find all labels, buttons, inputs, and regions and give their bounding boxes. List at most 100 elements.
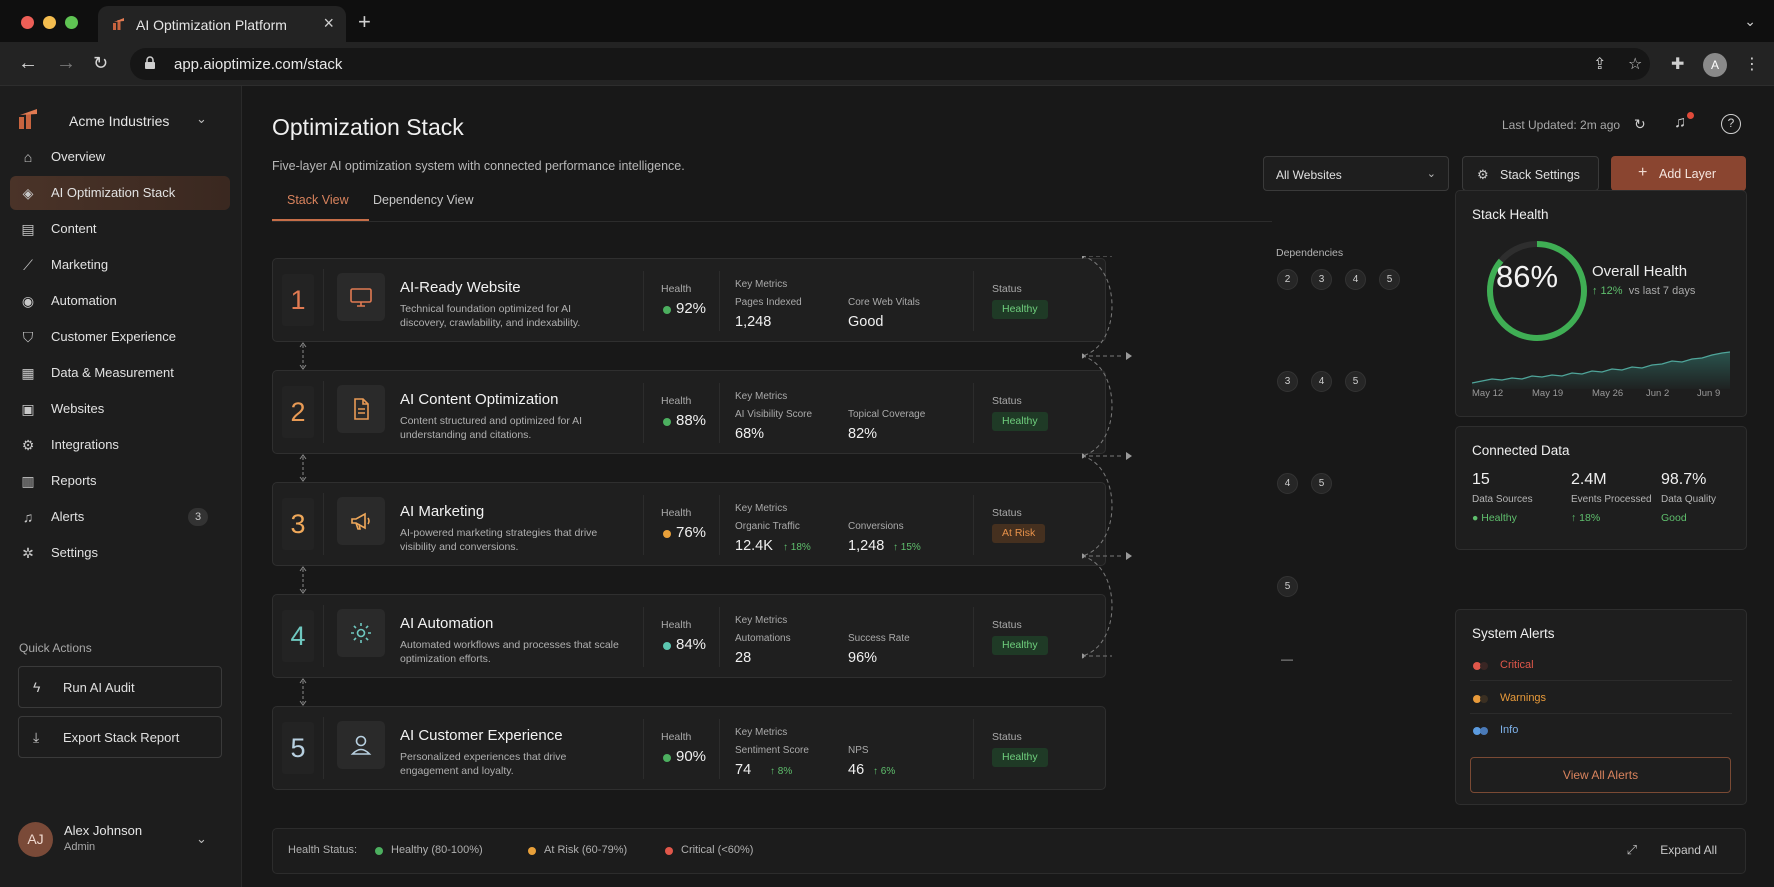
share-icon[interactable]: ⇪ — [1593, 56, 1607, 73]
expand-all-button[interactable]: Expand All — [1660, 843, 1717, 857]
stack-layer-card[interactable]: 2 AI Content Optimization Content structur… — [272, 370, 1106, 454]
user-menu[interactable]: AJ Alex Johnson Admin ⌄ — [18, 820, 222, 860]
add-layer-button[interactable]: + Add Layer — [1611, 156, 1746, 191]
status-badge: At Risk — [992, 524, 1046, 543]
metric-label: Sentiment Score — [735, 745, 809, 756]
sidebar-item-label: Content — [51, 221, 97, 236]
dependency-chip[interactable]: 3 — [1311, 269, 1332, 290]
at-risk-dot — [528, 847, 536, 855]
new-tab-icon[interactable]: + — [358, 9, 371, 34]
sidebar-item-integrations[interactable]: ⚙ Integrations — [10, 428, 230, 462]
website-select[interactable]: All Websites ⌄ — [1263, 156, 1449, 191]
stack-layer-card[interactable]: 5 AI Customer Experience Personalized expe… — [272, 706, 1106, 790]
sidebar-item-marketing[interactable]: ⟋ Marketing — [10, 248, 230, 282]
metric-label: Success Rate — [848, 633, 910, 644]
alert-label: Info — [1500, 724, 1519, 736]
sidebar-item-content[interactable]: ▤ Content — [10, 212, 230, 246]
divider — [643, 271, 644, 331]
dependency-chip[interactable]: 5 — [1379, 269, 1400, 290]
stack-layer-card[interactable]: 4 AI Automation Automated workflows and pr… — [272, 594, 1106, 678]
forward-icon[interactable]: → — [56, 52, 76, 74]
sidebar-item-ai-optimization-stack[interactable]: ◈ AI Optimization Stack — [10, 176, 230, 210]
browser-menu-icon[interactable]: ⋮ — [1744, 56, 1760, 73]
notifications-bell-icon[interactable]: ♫ — [1674, 114, 1686, 131]
layer-name: AI Customer Experience — [400, 727, 563, 744]
data-quality-status: Good — [1661, 512, 1687, 524]
metric-value: 68% — [735, 426, 765, 442]
extensions-icon[interactable]: ✚ — [1671, 56, 1685, 73]
home-icon: ⌂ — [23, 149, 33, 165]
bookmark-star-icon[interactable]: ☆ — [1628, 56, 1643, 73]
sidebar-item-overview[interactable]: ⌂ Overview — [10, 140, 230, 174]
browser-profile-avatar[interactable]: A — [1703, 53, 1727, 77]
healthy-dot — [375, 847, 383, 855]
back-icon[interactable]: ← — [18, 52, 38, 74]
sidebar-item-reports[interactable]: ▥ Reports — [10, 464, 230, 498]
divider — [323, 717, 324, 779]
help-icon[interactable]: ? — [1721, 114, 1741, 134]
stack-layer-card[interactable]: 1 AI-Ready Website Technical foundation op… — [272, 258, 1106, 342]
dependency-connectors — [1082, 256, 1132, 659]
health-dot — [663, 418, 671, 426]
stack-layer-card[interactable]: 3 AI Marketing AI-powered marketing strate… — [272, 482, 1106, 566]
shield-icon: ⛉ — [22, 329, 34, 345]
alert-row-info[interactable]: Info — [1470, 717, 1732, 746]
close-window-button[interactable] — [21, 16, 34, 29]
data-sources-status: ● Healthy — [1472, 512, 1517, 524]
maximize-window-button[interactable] — [65, 16, 78, 29]
dependency-chip[interactable]: 5 — [1345, 371, 1366, 392]
divider — [323, 381, 324, 443]
divider — [719, 607, 720, 667]
tab-dependency-view[interactable]: Dependency View — [373, 193, 474, 207]
sidebar-item-customer-experience[interactable]: ⛉ Customer Experience — [10, 320, 230, 354]
url-text: app.aioptimize.com/stack — [174, 56, 343, 73]
dependency-chip[interactable]: 3 — [1277, 371, 1298, 392]
divider — [719, 271, 720, 331]
org-switcher[interactable]: Acme Industries ⌄ — [18, 108, 228, 134]
org-name: Acme Industries — [69, 113, 170, 129]
status-badge: Healthy — [992, 412, 1048, 431]
dependency-chip[interactable]: 4 — [1311, 371, 1332, 392]
health-dot — [663, 306, 671, 314]
dependency-chip[interactable]: 4 — [1345, 269, 1366, 290]
user-icon — [337, 721, 385, 769]
export-stack-report-button[interactable]: ⤓ Export Stack Report — [18, 716, 222, 758]
dependency-chip[interactable]: 4 — [1277, 473, 1298, 494]
browser-tab[interactable]: AI Optimization Platform × — [98, 6, 346, 42]
health-ring-arc — [1487, 241, 1587, 341]
no-dependencies: — — [1281, 652, 1293, 666]
sidebar-item-websites[interactable]: ▣ Websites — [10, 392, 230, 426]
alert-row-warnings[interactable]: Warnings — [1470, 685, 1732, 714]
minimize-window-button[interactable] — [43, 16, 56, 29]
divider — [973, 383, 974, 443]
view-all-alerts-button[interactable]: View All Alerts — [1470, 757, 1731, 793]
dependency-chip[interactable]: 5 — [1311, 473, 1332, 494]
dependency-chip[interactable]: 2 — [1277, 269, 1298, 290]
sidebar-item-label: Integrations — [51, 437, 119, 452]
divider — [719, 383, 720, 443]
health-percent: 86% — [1496, 259, 1559, 294]
layer-connector — [298, 678, 308, 711]
run-ai-audit-button[interactable]: ϟ Run AI Audit — [18, 666, 222, 708]
refresh-icon[interactable]: ↻ — [1634, 116, 1646, 132]
url-field[interactable]: app.aioptimize.com/stack — [130, 48, 1650, 80]
dependency-chip[interactable]: 5 — [1277, 576, 1298, 597]
plus-icon: + — [1638, 164, 1648, 181]
sidebar-item-automation[interactable]: ◉ Automation — [10, 284, 230, 318]
stack-settings-button[interactable]: ⚙ Stack Settings — [1462, 156, 1599, 191]
reload-icon[interactable]: ↻ — [93, 53, 109, 73]
alert-row-critical[interactable]: Critical — [1470, 652, 1732, 681]
metric-value: 96% — [848, 650, 878, 666]
tab-menu-chevron-icon[interactable]: ⌄ — [1744, 13, 1756, 29]
events-processed-value: 2.4M — [1571, 471, 1607, 488]
sidebar-item-settings[interactable]: ✲ Settings — [10, 536, 230, 570]
axis-label: May 12 — [1472, 388, 1504, 399]
close-tab-icon[interactable]: × — [323, 13, 334, 33]
data-sources-label: Data Sources — [1472, 494, 1533, 505]
sidebar-item-data-measurement[interactable]: ▦ Data & Measurement — [10, 356, 230, 390]
sidebar-item-alerts[interactable]: ♫ Alerts 3 — [10, 500, 230, 534]
health-label: Health — [661, 507, 692, 519]
tab-stack-view[interactable]: Stack View — [287, 193, 349, 207]
browser-icon: ▣ — [21, 401, 35, 417]
